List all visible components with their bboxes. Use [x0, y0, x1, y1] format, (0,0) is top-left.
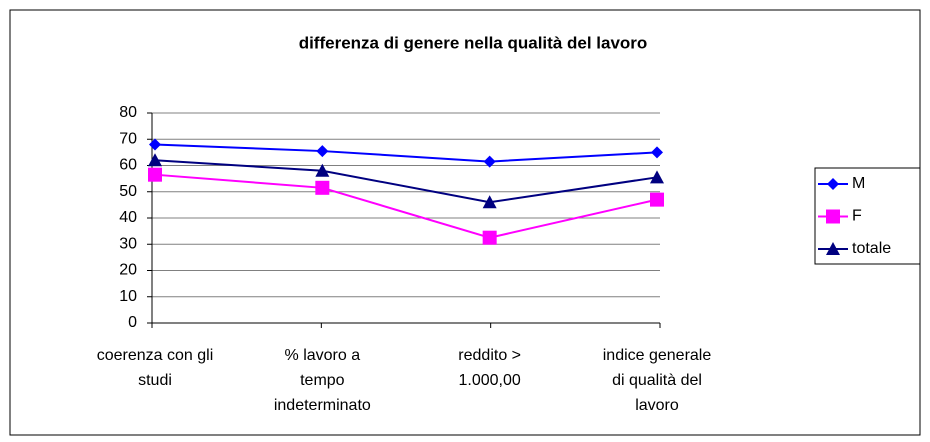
marker	[315, 163, 330, 177]
legend-label: M	[852, 175, 865, 192]
y-tick-label: 0	[128, 314, 137, 331]
legend-label: totale	[852, 240, 891, 257]
y-tick-label: 10	[119, 288, 137, 305]
marker	[482, 195, 497, 209]
marker	[650, 170, 664, 184]
marker	[482, 230, 497, 245]
marker	[149, 138, 161, 151]
x-tick-label: indeterminato	[274, 397, 371, 414]
marker	[826, 209, 840, 224]
y-tick-label: 80	[119, 104, 137, 121]
x-tick-label: indice generale	[603, 347, 712, 364]
y-tick-label: 20	[119, 262, 137, 279]
series-line	[154, 143, 658, 163]
chart-border	[9, 9, 921, 436]
series-line	[154, 173, 658, 239]
marker	[827, 178, 839, 190]
y-tick-label: 70	[119, 130, 137, 147]
y-tick-label: 40	[119, 209, 137, 226]
x-tick-label: reddito >	[458, 347, 521, 364]
marker	[148, 153, 162, 167]
marker	[483, 155, 496, 168]
x-tick-label: studi	[138, 372, 172, 389]
chart-title: differenza di genere nella qualità del l…	[299, 33, 648, 52]
marker	[316, 145, 329, 158]
marker	[148, 167, 162, 182]
marker	[651, 146, 663, 159]
x-tick-label: di qualità del	[612, 372, 702, 389]
x-tick-label: tempo	[300, 372, 345, 389]
y-tick-label: 60	[119, 157, 137, 174]
series-line	[154, 159, 658, 204]
marker	[650, 192, 664, 207]
y-tick-label: 30	[119, 235, 137, 252]
marker	[315, 180, 330, 195]
marker	[826, 242, 840, 255]
x-tick-label: 1.000,00	[459, 372, 521, 389]
y-tick-label: 50	[119, 183, 137, 200]
x-tick-label: % lavoro a	[285, 347, 361, 364]
x-tick-label: coerenza con gli	[97, 347, 214, 364]
legend-label: F	[852, 208, 862, 225]
x-tick-label: lavoro	[635, 397, 679, 414]
